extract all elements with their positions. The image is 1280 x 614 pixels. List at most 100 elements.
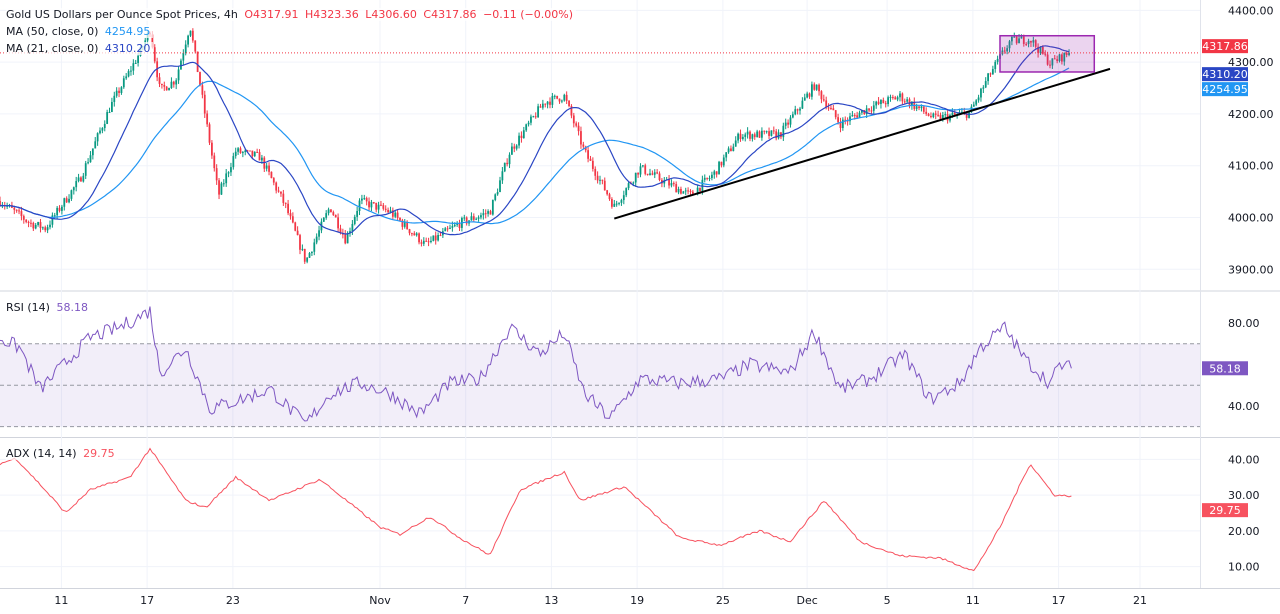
candle-body — [499, 180, 501, 193]
ma50-legend[interactable]: MA (50, close, 0) 4254.95 — [6, 25, 154, 38]
candle-body — [539, 106, 542, 108]
candle-body — [303, 248, 306, 262]
candle-body — [165, 86, 168, 91]
candle-body — [1030, 40, 1032, 43]
candle-body — [834, 110, 837, 118]
candle-body — [646, 173, 649, 175]
candle-body — [58, 207, 61, 211]
candle-body — [520, 135, 523, 139]
candle-body — [587, 150, 589, 159]
candle-body — [0, 200, 1, 206]
candle-body — [280, 191, 282, 194]
candle-body — [994, 61, 997, 70]
candle-body — [99, 130, 101, 134]
last-price-label: 4317.86 — [1202, 40, 1248, 53]
candle-body — [463, 217, 466, 219]
candle-body — [511, 146, 513, 155]
candle-body — [568, 100, 570, 107]
candle-body — [706, 177, 709, 179]
candle-body — [872, 105, 875, 111]
candle-body — [1053, 58, 1056, 60]
candle-body — [858, 112, 861, 118]
candle-body — [96, 133, 99, 142]
candle-body — [730, 148, 732, 152]
candle-body — [1056, 59, 1059, 61]
candle-body — [920, 106, 923, 109]
candle-body — [903, 101, 906, 103]
candle-body — [361, 198, 363, 201]
candle-body — [634, 172, 637, 183]
candle-body — [484, 213, 487, 215]
candle-body — [513, 146, 516, 149]
candle-body — [544, 103, 547, 105]
candle-body — [822, 99, 825, 101]
time-tick-label: 17 — [140, 594, 154, 607]
candle-body — [230, 167, 232, 173]
candle-body — [982, 87, 985, 89]
candle-body — [211, 142, 213, 156]
candle-body — [891, 96, 894, 98]
adx-legend[interactable]: ADX (14, 14) 29.75 — [6, 447, 118, 460]
candle-body — [803, 97, 806, 101]
candle-body — [580, 131, 582, 145]
candle-body — [625, 188, 628, 196]
rsi-legend[interactable]: RSI (14) 58.18 — [6, 301, 91, 314]
candle-body — [337, 217, 339, 229]
candle-body — [915, 106, 918, 109]
time-tick-label: 5 — [884, 594, 891, 607]
candle-body — [396, 212, 399, 218]
candle-body — [637, 172, 639, 175]
candle-body — [77, 177, 80, 182]
candle-body — [889, 96, 892, 98]
candle-body — [939, 114, 942, 120]
candle-body — [489, 211, 492, 215]
candle-body — [827, 107, 830, 109]
candle-body — [701, 179, 704, 191]
candle-body — [768, 131, 770, 136]
candle-body — [34, 224, 37, 229]
candle-body — [584, 146, 587, 151]
candle-body — [570, 106, 573, 116]
candle-body — [532, 116, 535, 118]
ma21-value: 4310.20 — [104, 42, 151, 55]
candle-body — [470, 216, 473, 221]
candle-body — [491, 199, 494, 215]
candle-body — [444, 228, 447, 232]
candle-body — [1006, 48, 1009, 52]
candle-body — [356, 210, 359, 217]
candle-body — [668, 179, 670, 186]
candle-body — [856, 115, 859, 118]
candle-body — [741, 136, 744, 139]
candle-body — [1027, 40, 1030, 44]
candle-body — [725, 152, 728, 158]
candle-body — [739, 133, 742, 139]
candle-body — [389, 210, 392, 213]
candle-body — [456, 223, 459, 225]
candle-body — [672, 183, 675, 185]
candle-body — [627, 183, 630, 189]
candle-body — [720, 161, 723, 166]
candle-body — [132, 63, 135, 71]
adx-tick-label: 40.00 — [1228, 453, 1260, 466]
candle-body — [339, 228, 342, 233]
rsi-tick-label: 80.00 — [1228, 317, 1260, 330]
adx-label: ADX (14, 14) — [6, 447, 77, 460]
candle-body — [722, 157, 725, 166]
candle-body — [180, 60, 182, 70]
candle-body — [506, 162, 509, 165]
candle-body — [813, 84, 816, 90]
candle-body — [25, 219, 28, 222]
candle-body — [349, 231, 351, 234]
candle-body — [589, 158, 592, 161]
candle-body — [1011, 36, 1013, 42]
adx-value-label: 29.75 — [1209, 504, 1241, 517]
candle-body — [618, 202, 620, 204]
candle-body — [744, 134, 747, 137]
candle-body — [799, 108, 801, 111]
ma21-legend[interactable]: MA (21, close, 0) 4310.20 — [6, 42, 154, 55]
candle-body — [718, 161, 720, 175]
candle-body — [591, 160, 594, 169]
candle-body — [175, 80, 178, 85]
candle-body — [215, 168, 218, 181]
